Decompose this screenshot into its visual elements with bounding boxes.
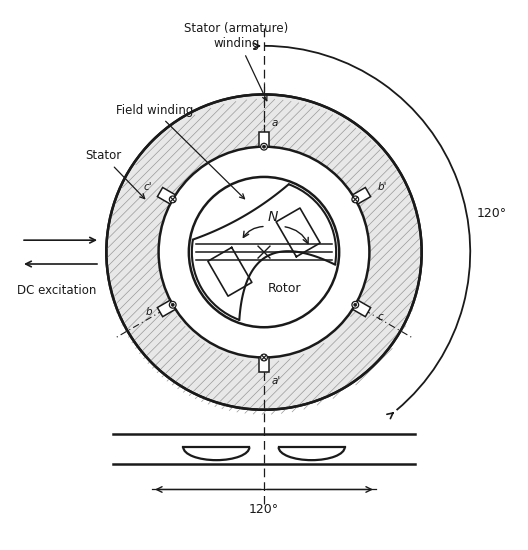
Text: N: N [268,210,278,224]
Text: a': a' [271,376,280,386]
Circle shape [261,144,267,150]
Circle shape [189,177,339,327]
Text: Field winding: Field winding [116,103,244,199]
Polygon shape [259,358,269,372]
Polygon shape [353,300,371,317]
Text: c': c' [144,183,152,192]
Polygon shape [259,132,269,147]
Circle shape [262,145,266,148]
Circle shape [261,354,267,361]
Circle shape [352,301,359,308]
Text: DC excitation: DC excitation [16,284,96,297]
Circle shape [352,196,359,203]
Text: c: c [378,312,383,322]
Polygon shape [157,300,175,317]
Circle shape [106,95,422,410]
Circle shape [354,303,357,306]
Text: Rotor: Rotor [267,282,301,295]
Circle shape [169,301,176,308]
Circle shape [171,303,174,306]
Text: b': b' [378,183,387,192]
Circle shape [169,196,176,203]
Text: 120°: 120° [249,503,279,516]
Text: 120°: 120° [477,207,507,220]
Circle shape [158,147,370,358]
Text: Stator: Stator [85,150,145,199]
Text: b: b [145,307,152,317]
Polygon shape [353,188,371,204]
Text: Stator (armature)
winding: Stator (armature) winding [184,23,289,101]
Text: a: a [271,118,278,128]
Polygon shape [157,188,175,204]
